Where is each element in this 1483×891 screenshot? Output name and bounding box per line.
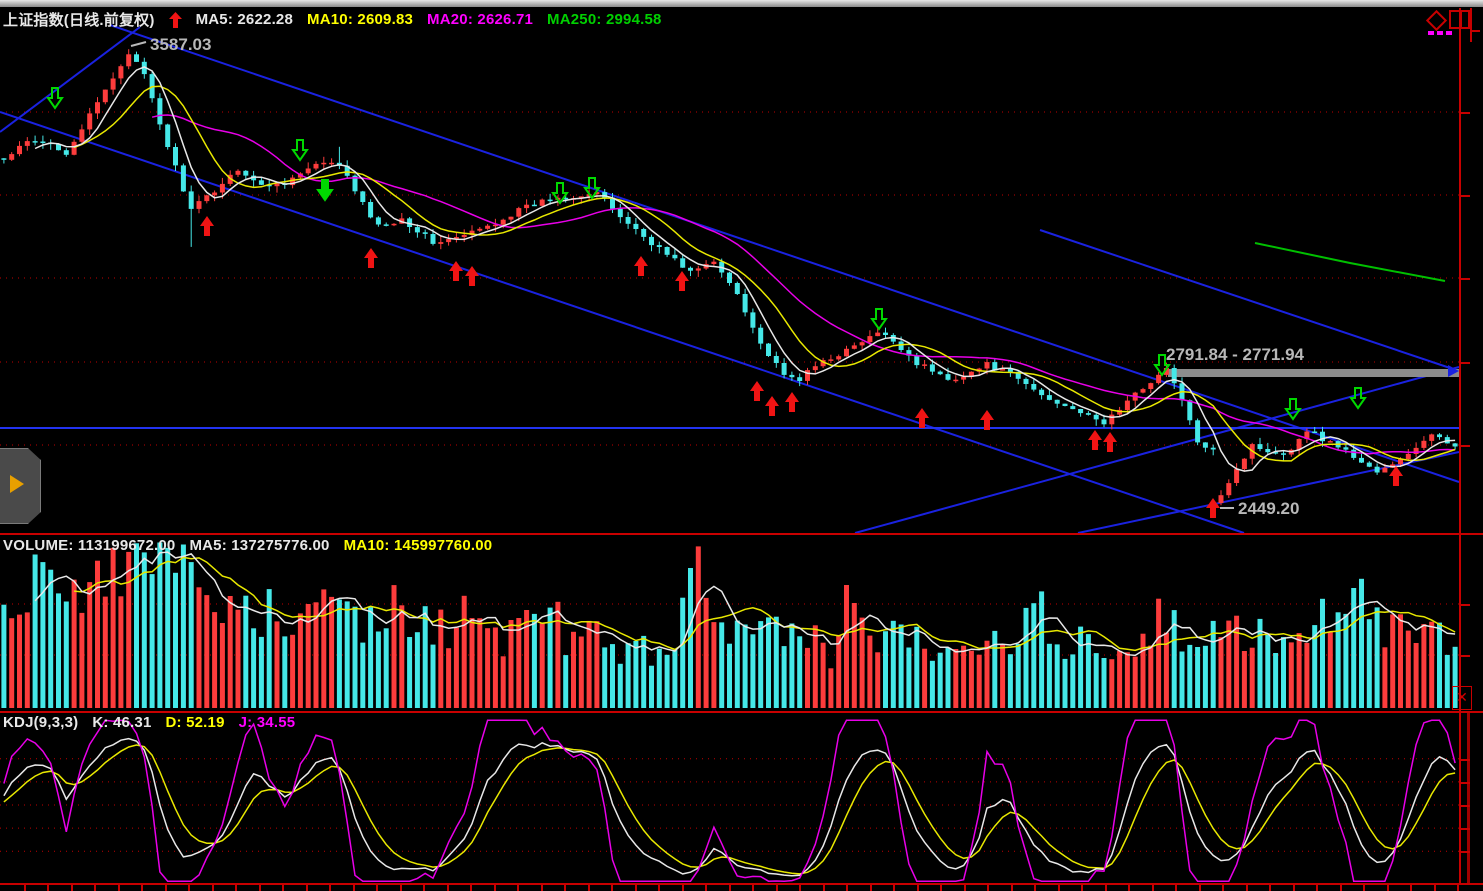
ma20-value: MA20: 2626.71 (427, 11, 534, 28)
volume-ma10-value: MA10: 145997760.00 (343, 537, 493, 554)
ma250-value: MA250: 2994.58 (547, 11, 662, 28)
pane-separator[interactable] (0, 711, 1483, 713)
kdj-d-value: D: 52.19 (165, 714, 225, 731)
chevron-right-icon (10, 475, 24, 493)
svg-text:2791.84 - 2771.94: 2791.84 - 2771.94 (1166, 345, 1305, 364)
kdj-k-value: K: 46.31 (92, 714, 152, 731)
kdj-chart[interactable] (0, 713, 1483, 891)
price-axis (1459, 8, 1461, 883)
kdj-title: KDJ(9,3,3) (3, 714, 79, 731)
candlestick-chart[interactable]: 3587.03 2791.84 - 2771.94 2449.20 (0, 8, 1483, 534)
volume-header: VOLUME: 113199672.00 MA5: 137275776.00 M… (3, 537, 492, 554)
volume-value: VOLUME: 113199672.00 (3, 537, 176, 554)
time-axis (0, 883, 1483, 885)
close-pane-button[interactable]: ✕ (1452, 686, 1472, 710)
ma10-value: MA10: 2609.83 (307, 11, 414, 28)
volume-ma5-value: MA5: 137275776.00 (189, 537, 330, 554)
magenta-dash-icon (1446, 31, 1452, 35)
kdj-right-border (1467, 713, 1470, 883)
symbol-title: 上证指数(日线.前复权) (3, 12, 155, 29)
toolbar-bottom-edge (0, 0, 1483, 7)
axis-top-segment (1470, 8, 1472, 42)
expand-sidebar-handle[interactable] (0, 448, 41, 524)
up-arrow-icon (168, 11, 182, 28)
svg-text:3587.03: 3587.03 (150, 35, 211, 54)
main-chart-header: 上证指数(日线.前复权) MA5: 2622.28 MA10: 2609.83 … (3, 9, 662, 30)
pane-separator[interactable] (0, 533, 1483, 535)
volume-chart[interactable] (0, 536, 1483, 712)
magenta-dash-icon (1428, 31, 1434, 35)
svg-text:2449.20: 2449.20 (1238, 499, 1299, 518)
split-window-icon[interactable] (1449, 10, 1470, 29)
kdj-header: KDJ(9,3,3) K: 46.31 D: 52.19 J: 34.55 (3, 714, 295, 731)
kdj-j-value: J: 34.55 (238, 714, 296, 731)
magenta-dash-icon (1437, 31, 1443, 35)
ma5-value: MA5: 2622.28 (195, 11, 294, 28)
